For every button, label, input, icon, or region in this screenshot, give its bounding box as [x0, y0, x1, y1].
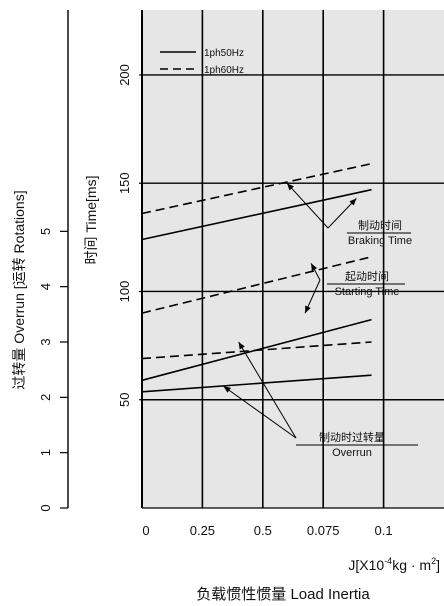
plot-background [142, 10, 444, 508]
x-tick-label: 0.1 [375, 523, 393, 538]
x-axis-label-part: J[X10 [348, 557, 384, 573]
series-line-overrun-solid [141, 374, 372, 393]
annotation-leader [223, 385, 297, 439]
annotation-leader [286, 182, 329, 229]
annotation-label-en: Braking Time [348, 235, 412, 247]
overrun-axis-title: 过转量 Overrun [运转 Rotations] [11, 190, 27, 389]
time-tick-label: 150 [117, 172, 132, 194]
x-tick-label: 0.5 [254, 523, 272, 538]
series-line-overrun-dashed [141, 341, 372, 360]
annotation-leader [238, 341, 297, 439]
annotation-arrowhead [311, 263, 318, 271]
overrun-tick-label: 0 [38, 504, 53, 511]
annotation-label-en: Starting Time [335, 286, 400, 298]
x-axis-label-part: -4 [384, 556, 392, 566]
grid [142, 10, 444, 508]
legend-label: 1ph50Hz [204, 48, 244, 59]
annotation-label-en: Overrun [332, 447, 372, 459]
x-axis-label-part: ] [436, 557, 440, 573]
annotation-leaders [223, 182, 357, 439]
overrun-tick-label: 5 [38, 228, 53, 235]
overrun-tick-label: 3 [38, 338, 53, 345]
series-layer [141, 162, 372, 393]
series-line-starting-dashed [141, 256, 372, 314]
time-tick-label: 50 [117, 393, 132, 407]
x-tick-label: 0.075 [307, 523, 340, 538]
annotation-arrowhead [223, 386, 231, 393]
x-tick-label: 0 [142, 523, 149, 538]
annotation-label-cn: 制动时间 [358, 219, 402, 232]
legend: 1ph50Hz 1ph60Hz [160, 48, 244, 76]
x-axis-label-part: kg · m [392, 557, 431, 573]
time-tick-label: 100 [117, 281, 132, 303]
x-tick-label: 0.25 [190, 523, 215, 538]
legend-label: 1ph60Hz [204, 65, 244, 76]
time-axis-title: 时间 Time[ms] [83, 176, 99, 265]
series-line-braking-solid [141, 188, 372, 241]
annotations: 制动时间 Braking Time 起动时间 Starting Time 制动时过转量 O… [296, 219, 418, 459]
x-axis-title: 负载惯性惯量 Load Inertia [196, 586, 370, 603]
annotation-arrowhead [286, 183, 294, 191]
overrun-tick-label: 4 [38, 283, 53, 290]
time-tick-label: 200 [117, 64, 132, 86]
overrun-tick-label: 1 [38, 449, 53, 456]
annotation-label-cn: 制动时过转量 [319, 430, 385, 444]
annotation-arrowhead [238, 342, 245, 350]
overrun-tick-label: 2 [38, 394, 53, 401]
x-axis-label: J[X10-4kg · m2] [348, 556, 440, 573]
annotation-arrowhead [349, 198, 357, 206]
annotation-arrowhead [305, 305, 311, 314]
x-axis-label-part: 2 [431, 556, 436, 566]
annotation-label-cn: 起动时间 [345, 270, 389, 283]
series-line-braking-dashed [141, 162, 372, 215]
axes: 0 0.25 0.5 0.075 0.1J[X10-4kg · m2]负载惯性惯量 Lo… [11, 10, 444, 603]
